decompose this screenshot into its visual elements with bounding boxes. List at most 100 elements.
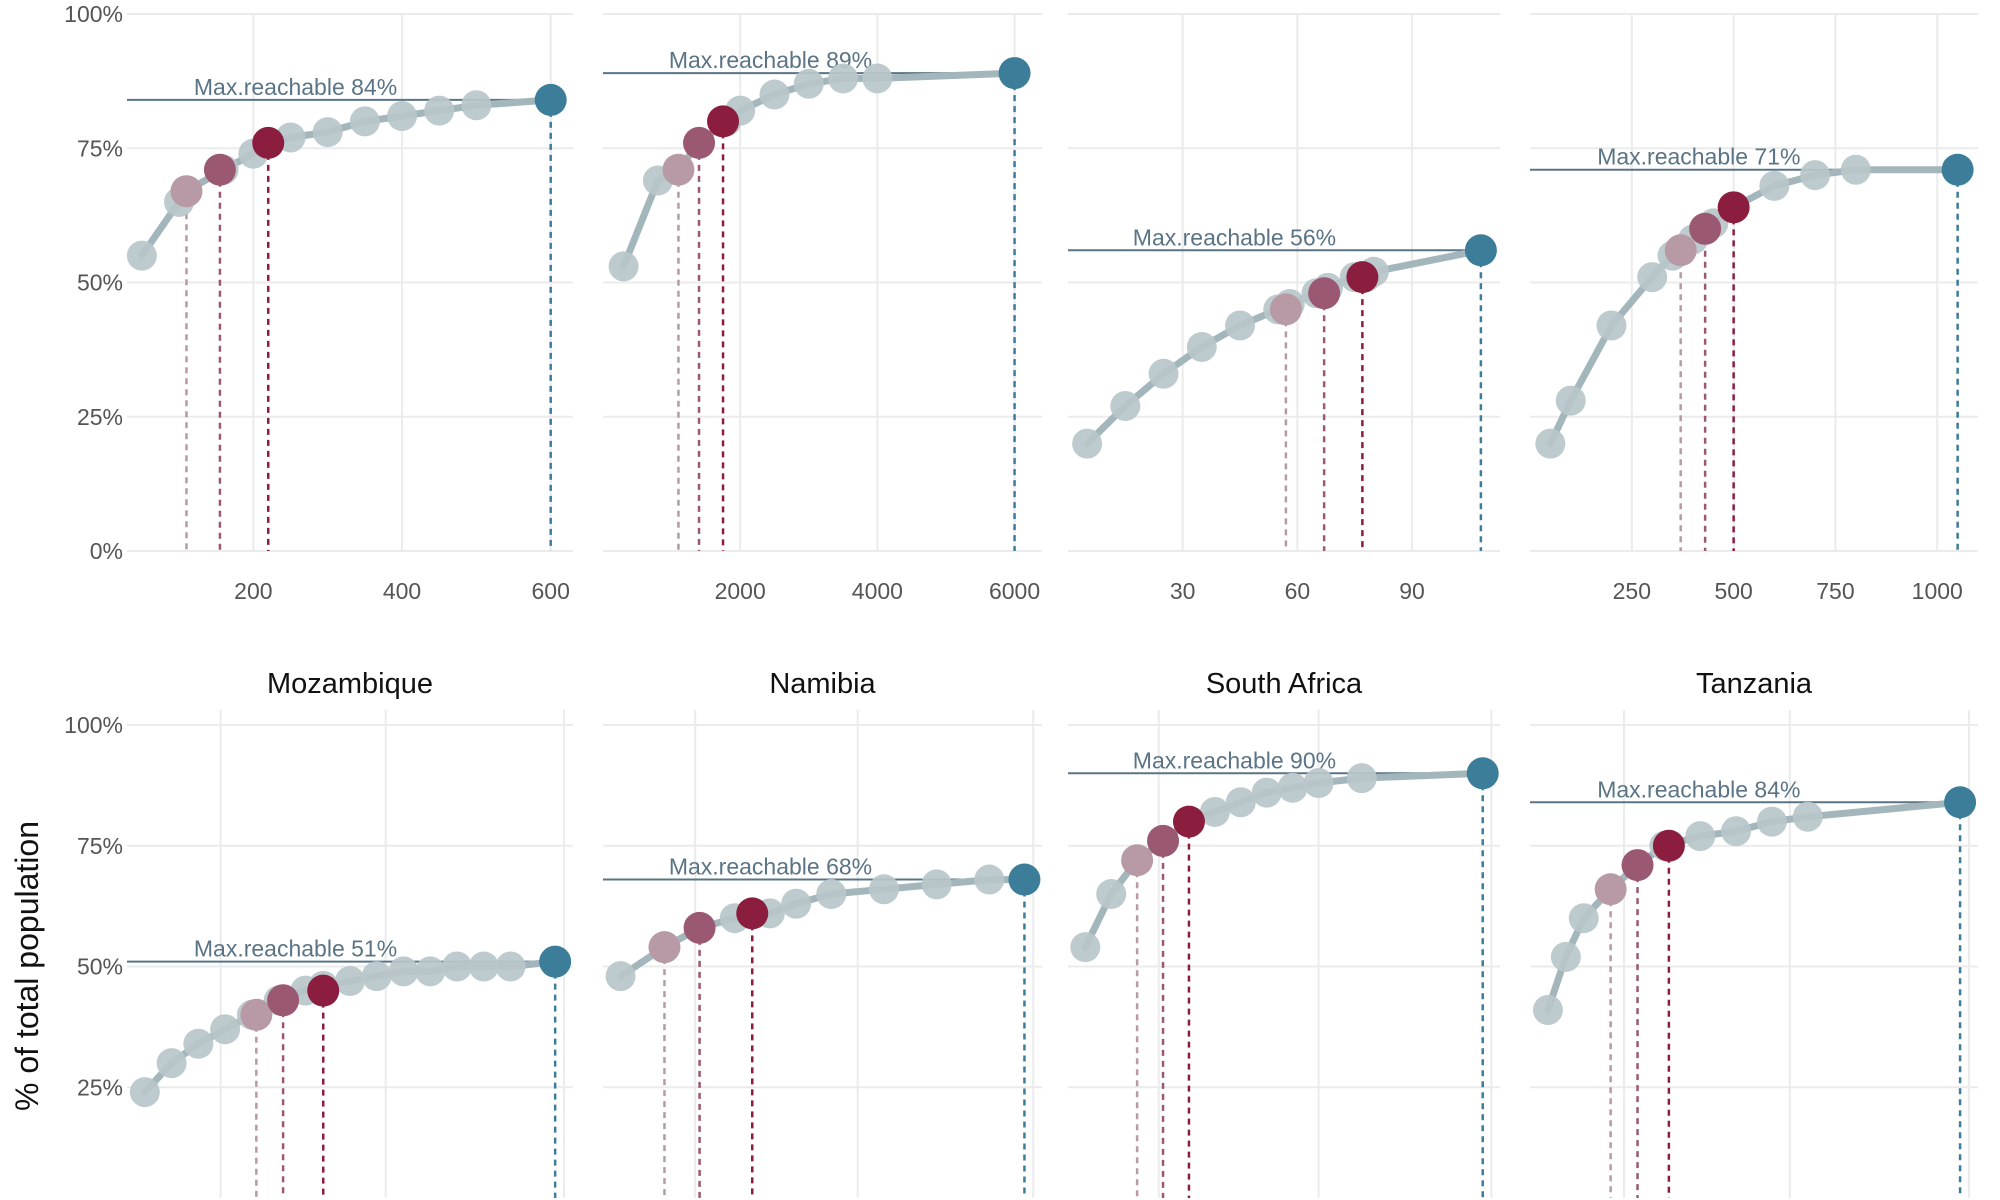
max-point: [1941, 153, 1974, 186]
panel-6: Namibia Max.reachable 68%: [603, 668, 1042, 1198]
max-reachable-label: Max.reachable 56%: [1133, 224, 1336, 250]
data-point: [816, 879, 847, 910]
panel-8: Tanzania Max.reachable 84%: [1530, 668, 1978, 1198]
panel-title: Tanzania: [1696, 668, 1813, 700]
x-tick-label: 500: [1714, 578, 1752, 604]
data-point: [1225, 787, 1256, 818]
data-point: [349, 106, 380, 137]
highlight-point-light: [648, 931, 681, 964]
data-point: [1186, 331, 1217, 362]
x-tick-label: 250: [1613, 578, 1651, 604]
x-tick-label: 60: [1285, 578, 1311, 604]
data-point: [387, 101, 418, 132]
data-point: [1251, 777, 1282, 808]
highlight-point-mid: [1689, 212, 1722, 245]
data-point: [868, 874, 899, 905]
data-point: [1225, 310, 1256, 341]
max-point: [1944, 786, 1977, 819]
data-point: [1199, 796, 1230, 827]
highlight-point-dark: [1346, 261, 1379, 294]
highlight-point-light: [1664, 234, 1697, 267]
data-point: [1148, 358, 1179, 389]
data-point: [608, 251, 639, 282]
data-point: [335, 965, 365, 996]
highlight-point-light: [1594, 873, 1627, 906]
highlight-point-mid: [1147, 824, 1180, 857]
data-point: [1568, 903, 1599, 934]
x-tick-label: 90: [1399, 578, 1425, 604]
max-reachable-label: Max.reachable 68%: [669, 854, 872, 880]
max-point: [1008, 863, 1041, 896]
data-point: [1756, 806, 1787, 837]
highlight-point-mid: [1308, 277, 1341, 310]
y-tick-label: 50%: [77, 270, 123, 296]
highlight-point-mid: [683, 911, 716, 944]
y-axis-label: % of total population: [9, 821, 45, 1111]
y-tick-label: 100%: [64, 712, 123, 738]
data-point: [442, 951, 473, 982]
data-point: [388, 956, 419, 987]
data-point: [1685, 821, 1716, 852]
data-point: [1555, 385, 1586, 416]
panel-title: South Africa: [1206, 668, 1363, 700]
data-point: [862, 63, 893, 94]
data-point: [312, 117, 343, 148]
data-point: [605, 961, 636, 992]
series-line: [138, 96, 555, 260]
max-point: [998, 57, 1031, 90]
x-tick-label: 200: [234, 578, 272, 604]
highlight-point-dark: [1172, 805, 1205, 838]
data-point: [793, 68, 824, 99]
highlight-point-light: [240, 998, 273, 1031]
data-point: [468, 951, 499, 982]
data-point: [1840, 154, 1871, 185]
series-line: [1083, 246, 1485, 448]
data-point: [1792, 801, 1823, 832]
y-tick-label: 75%: [77, 135, 123, 161]
highlight-point-dark: [252, 126, 285, 159]
x-tick-label: 2000: [715, 578, 766, 604]
data-point: [461, 90, 492, 121]
highlight-point-mid: [267, 984, 300, 1017]
data-point: [759, 79, 790, 110]
max-reachable-label: Max.reachable 90%: [1133, 747, 1336, 773]
data-point: [1550, 941, 1581, 972]
data-point: [1800, 160, 1831, 191]
max-reachable-label: Max.reachable 84%: [1597, 776, 1800, 802]
data-point: [1277, 772, 1308, 803]
highlight-point-mid: [203, 153, 236, 186]
data-point: [1721, 816, 1752, 847]
panel-5: 0% 25% 50% 75% 100% Mozambique Max.reachable 5…: [64, 668, 573, 1200]
panel-3: 30 60 90 Max.reachable 56%: [1068, 13, 1500, 604]
data-point: [129, 1077, 160, 1108]
data-point: [1532, 994, 1563, 1025]
highlight-point-dark: [736, 897, 769, 930]
highlight-point-dark: [1717, 191, 1750, 224]
data-point: [1596, 310, 1627, 341]
y-tick-label: 0%: [90, 1195, 123, 1200]
data-point: [495, 951, 526, 982]
highlight-point-light: [1121, 844, 1154, 877]
highlight-point-light: [1269, 293, 1302, 326]
y-tick-label: 75%: [77, 833, 123, 859]
data-point: [1637, 262, 1668, 293]
data-point: [210, 1014, 241, 1045]
data-point: [1303, 767, 1334, 798]
x-tick-label: 750: [1816, 578, 1854, 604]
max-point: [534, 83, 567, 116]
max-reachable-label: Max.reachable 51%: [194, 936, 397, 962]
panel-title: Namibia: [769, 668, 876, 700]
data-point: [921, 869, 952, 900]
x-tick-label: 30: [1170, 578, 1196, 604]
panel-title: Mozambique: [267, 668, 433, 700]
data-point: [1535, 428, 1566, 459]
data-point: [126, 240, 157, 271]
panel-4: 250 500 750 1000 Max.reachable 71%: [1530, 13, 1978, 604]
series-line: [1546, 166, 1962, 448]
data-point: [1759, 170, 1790, 201]
panel-7: South Africa Max.reachable 90%: [1068, 668, 1500, 1198]
panel-1: 0% 25% 50% 75% 100% 200 400 600 Max.reachable 84…: [64, 1, 573, 604]
y-tick-label: 50%: [77, 954, 123, 980]
max-point: [1464, 234, 1497, 267]
